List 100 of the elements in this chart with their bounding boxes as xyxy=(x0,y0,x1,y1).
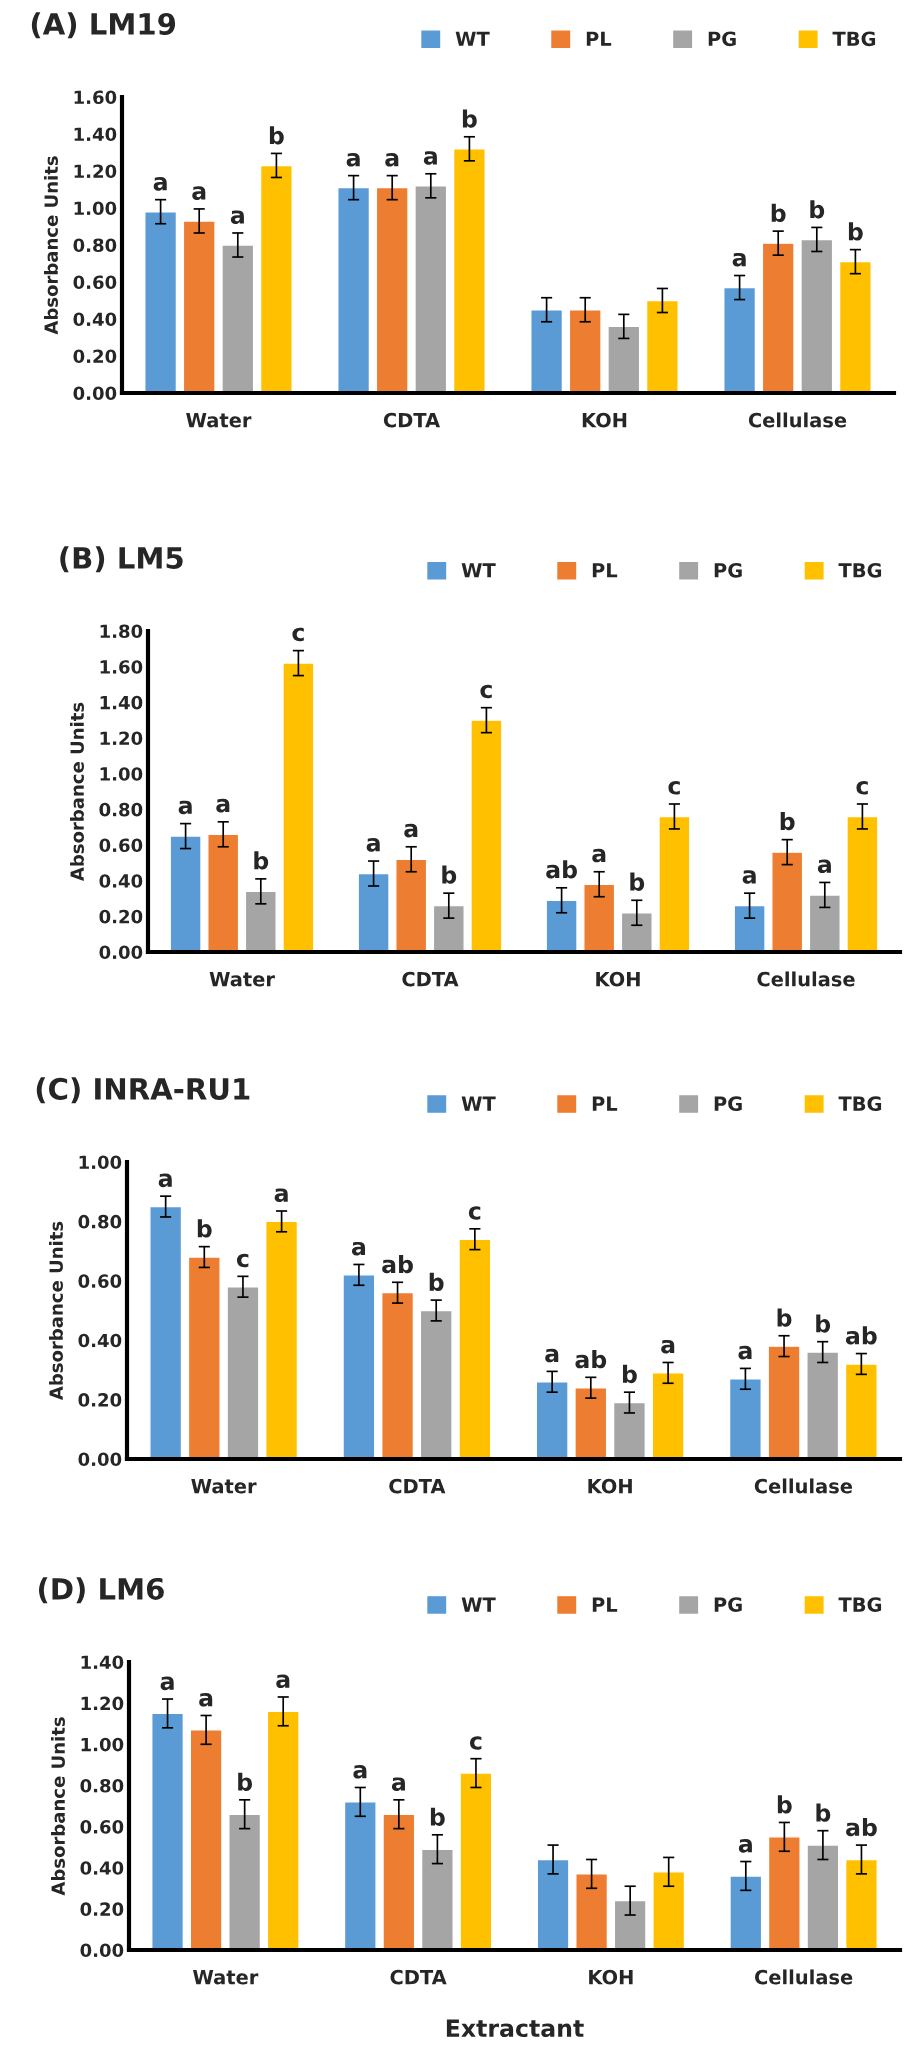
legend-label: PG xyxy=(714,1096,742,1112)
x-tick-label: Water xyxy=(191,1479,257,1494)
bar xyxy=(844,1363,878,1459)
data-label: a xyxy=(178,800,192,815)
bar xyxy=(728,1378,762,1459)
bar xyxy=(381,1291,415,1459)
data-label: a xyxy=(738,1839,752,1853)
data-label: a xyxy=(738,1345,752,1360)
x-tick-label: KOH xyxy=(589,1969,633,1985)
y-axis-title: Absorbance Units xyxy=(70,702,84,882)
y-tick-label: 0.20 xyxy=(73,349,117,364)
data-label: b xyxy=(269,126,284,145)
bar xyxy=(419,1309,453,1459)
data-label: b xyxy=(777,1795,792,1814)
x-tick-label: Water xyxy=(192,1970,259,1985)
bar xyxy=(414,185,448,393)
data-label: b xyxy=(430,1807,445,1826)
y-tick-label: 0.80 xyxy=(78,1214,122,1229)
x-tick-label: CDTA xyxy=(383,412,441,428)
data-label: c xyxy=(469,1736,482,1750)
data-label: a xyxy=(423,151,437,165)
data-label: a xyxy=(353,1765,367,1779)
data-label: b xyxy=(771,203,786,223)
x-tick-label: KOH xyxy=(582,412,627,428)
legend-label: PL xyxy=(592,1597,618,1612)
bar xyxy=(149,1205,183,1459)
data-label: c xyxy=(856,781,868,795)
chart-title: (D) LM6 xyxy=(38,1577,164,1604)
data-label: a xyxy=(230,210,244,224)
bar xyxy=(658,815,691,952)
legend-label: WT xyxy=(461,1597,496,1612)
y-tick-label: 1.40 xyxy=(81,1655,124,1670)
bar xyxy=(470,719,503,952)
y-tick-label: 0.40 xyxy=(99,874,143,888)
y-tick-label: 0.60 xyxy=(80,1820,124,1834)
x-tick-label: KOH xyxy=(588,1478,632,1494)
y-tick-label: 0.80 xyxy=(99,802,143,817)
bar xyxy=(613,1899,647,1950)
y-tick-label: 1.60 xyxy=(74,90,117,105)
y-tick-label: 0.20 xyxy=(80,1902,124,1916)
bar xyxy=(651,1372,685,1459)
data-label: b xyxy=(429,1272,444,1292)
data-label: ab xyxy=(845,1326,877,1345)
bar xyxy=(729,1875,763,1950)
bar xyxy=(612,1401,646,1459)
y-tick-label: 1.40 xyxy=(100,695,143,710)
legend-label: PL xyxy=(586,31,612,46)
data-label: a xyxy=(276,1674,290,1689)
y-axis-title: Absorbance Units xyxy=(49,1221,63,1401)
y-tick-label: 1.00 xyxy=(100,767,143,781)
bar xyxy=(420,1848,454,1950)
bar xyxy=(182,220,216,393)
legend-label: WT xyxy=(461,563,496,578)
bar xyxy=(226,1286,260,1459)
legend-label: TBG xyxy=(838,562,882,578)
x-tick-label: Cellulase xyxy=(757,971,855,987)
bar xyxy=(645,299,679,393)
bar xyxy=(530,309,564,393)
data-label: c xyxy=(292,627,304,642)
x-tick-label: CDTA xyxy=(389,1478,446,1494)
data-label: a xyxy=(366,838,380,852)
bar xyxy=(357,872,390,952)
bar xyxy=(767,1345,801,1459)
y-tick-label: 1.60 xyxy=(100,660,143,674)
bar xyxy=(607,325,641,393)
bar xyxy=(575,1873,609,1950)
bar xyxy=(189,1729,223,1950)
bar xyxy=(761,242,795,393)
data-label: b xyxy=(777,1308,792,1327)
data-label: a xyxy=(661,1339,675,1354)
x-tick-label: KOH xyxy=(596,971,640,987)
data-label: b xyxy=(254,851,269,870)
data-label: a xyxy=(404,823,418,838)
bar xyxy=(266,1710,300,1950)
x-axis-title: Extractant xyxy=(446,2019,584,2038)
data-label: b xyxy=(816,1803,831,1822)
x-tick-label: CDTA xyxy=(402,971,459,987)
legend-label: TBG xyxy=(838,1096,882,1112)
y-tick-label: 0.00 xyxy=(73,386,117,401)
bar xyxy=(144,211,178,393)
y-tick-label: 0.60 xyxy=(99,838,143,853)
bar xyxy=(583,883,616,952)
bar xyxy=(733,904,766,952)
data-label: a xyxy=(192,186,206,200)
data-label: a xyxy=(592,848,606,863)
data-label: c xyxy=(468,1206,481,1220)
x-tick-label: Water xyxy=(186,413,252,428)
data-label: b xyxy=(238,1772,253,1791)
bar xyxy=(151,1712,185,1950)
bar xyxy=(652,1871,686,1950)
y-tick-label: 1.40 xyxy=(74,127,117,142)
data-label: b xyxy=(810,200,825,219)
chart-title: (A) LM19 xyxy=(31,12,176,39)
bar xyxy=(458,1238,492,1459)
y-tick-label: 1.00 xyxy=(81,1737,124,1752)
x-tick-label: Cellulase xyxy=(754,1478,853,1494)
legend-label: PL xyxy=(592,563,618,578)
x-tick-label: CDTA xyxy=(390,1969,447,1985)
data-label: a xyxy=(545,1348,559,1363)
y-tick-label: 1.80 xyxy=(100,624,143,639)
